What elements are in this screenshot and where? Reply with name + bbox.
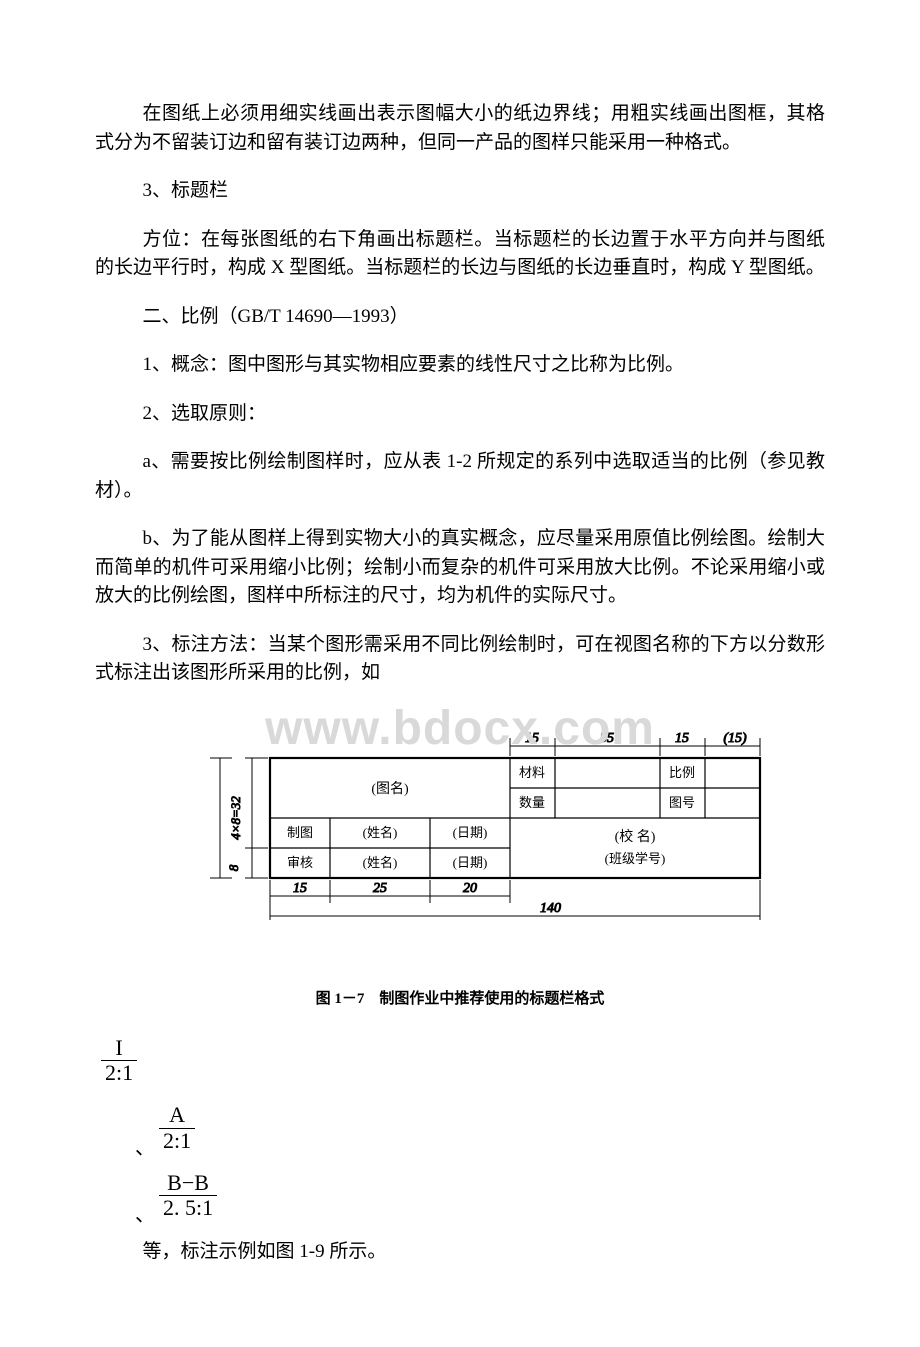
svg-text:(校 名): (校 名)	[615, 828, 656, 845]
svg-text:(15): (15)	[723, 731, 747, 746]
paragraph-end: 等，标注示例如图 1-9 所示。	[95, 1238, 825, 1267]
svg-text:15: 15	[293, 881, 307, 896]
svg-text:审核: 审核	[287, 854, 313, 869]
svg-text:(班级学号): (班级学号)	[605, 850, 666, 865]
svg-text:4×8=32: 4×8=32	[228, 795, 243, 839]
svg-text:(姓名): (姓名)	[363, 824, 398, 839]
svg-text:数量: 数量	[519, 794, 545, 809]
svg-text:8: 8	[226, 864, 241, 871]
paragraph-9: 3、标注方法：当某个图形需采用不同比例绘制时，可在视图名称的下方以分数形式标注出…	[95, 631, 825, 688]
paragraph-1: 在图纸上必须用细实线画出表示图幅大小的纸边界线；用粗实线画出图框，其格式分为不留…	[95, 100, 825, 157]
svg-text:35: 35	[599, 731, 614, 746]
svg-text:(日期): (日期)	[453, 854, 488, 869]
paragraph-3: 方位：在每张图纸的右下角画出标题栏。当标题栏的长边置于水平方向并与图纸的长边平行…	[95, 226, 825, 283]
svg-text:25: 25	[373, 881, 387, 896]
svg-text:(姓名): (姓名)	[363, 854, 398, 869]
svg-text:(日期): (日期)	[453, 824, 488, 839]
fraction-3: B−B 2. 5:1	[159, 1171, 217, 1220]
figure-caption: 图 1－7 制图作业中推荐使用的标题栏格式	[95, 988, 825, 1011]
svg-text:比例: 比例	[669, 764, 695, 779]
title-block-figure: www.bdocx.com (图名) 材料	[95, 708, 825, 978]
paragraph-5: 1、概念：图中图形与其实物相应要素的线性尺寸之比称为比例。	[95, 351, 825, 380]
fraction-1: I 2:1	[101, 1036, 137, 1085]
title-block-diagram: (图名) 材料 数量 比例 图号 制图 审核 (姓名) (姓名) (日期) (日…	[140, 708, 780, 938]
separator-comma-1: 、	[135, 1137, 155, 1159]
scale-fractions: I 2:1 、 A 2:1 、 B−B 2. 5:1	[95, 1030, 825, 1226]
fraction-2: A 2:1	[159, 1103, 195, 1152]
svg-text:15: 15	[525, 731, 539, 746]
svg-text:图号: 图号	[669, 794, 695, 809]
paragraph-4: 二、比例（GB/T 14690—1993）	[95, 303, 825, 332]
svg-text:材料: 材料	[519, 764, 545, 779]
svg-text:制图: 制图	[287, 824, 313, 839]
paragraph-7: a、需要按比例绘制图样时，应从表 1-2 所规定的系列中选取适当的比例（参见教材…	[95, 448, 825, 505]
svg-text:(图名): (图名)	[371, 781, 409, 797]
separator-comma-2: 、	[135, 1204, 155, 1226]
svg-text:140: 140	[540, 901, 561, 916]
svg-text:15: 15	[675, 731, 689, 746]
svg-text:20: 20	[463, 881, 477, 896]
paragraph-8: b、为了能从图样上得到实物大小的真实概念，应尽量采用原值比例绘图。绘制大而简单的…	[95, 525, 825, 611]
paragraph-2: 3、标题栏	[95, 177, 825, 206]
paragraph-6: 2、选取原则：	[95, 400, 825, 429]
